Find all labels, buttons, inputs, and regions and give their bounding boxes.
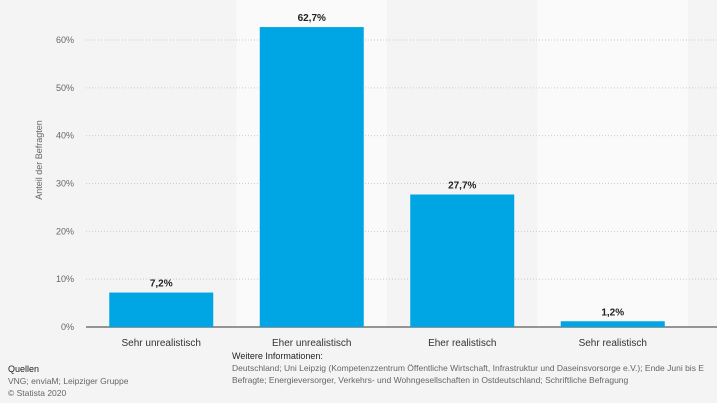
band (537, 0, 688, 327)
sources-title: Quellen (8, 364, 40, 374)
x-tick-label: Eher realistisch (428, 338, 496, 349)
y-axis-label: Anteil der Befragten (34, 120, 44, 200)
y-tick-label: 40% (56, 131, 74, 141)
bar (109, 292, 214, 327)
y-tick-label: 10% (56, 274, 74, 284)
x-tick-label: Sehr unrealistisch (122, 338, 201, 349)
y-tick-label: 20% (56, 226, 74, 236)
info-line-2: Befragte; Energieversorger, Verkehrs- un… (232, 375, 629, 385)
data-label: 27,7% (448, 181, 476, 192)
y-tick-label: 50% (56, 83, 74, 93)
x-tick-label: Eher unrealistisch (272, 338, 351, 349)
info-line-1: Deutschland; Uni Leipzig (Kompetenzzentr… (232, 363, 704, 373)
bar (410, 194, 515, 327)
bar (560, 321, 665, 327)
y-tick-label: 30% (56, 179, 74, 189)
y-tick-label: 60% (56, 35, 74, 45)
copyright: © Statista 2020 (8, 388, 67, 398)
data-label: 7,2% (150, 279, 173, 290)
sources-text: VNG; enviaM; Leipziger Gruppe (8, 376, 129, 386)
y-tick-label: 0% (61, 322, 74, 332)
data-label: 1,2% (601, 307, 624, 318)
info-title: Weitere Informationen: (232, 351, 323, 361)
data-label: 62,7% (298, 13, 326, 24)
x-tick-label: Sehr realistisch (579, 338, 647, 349)
bar (259, 27, 364, 328)
